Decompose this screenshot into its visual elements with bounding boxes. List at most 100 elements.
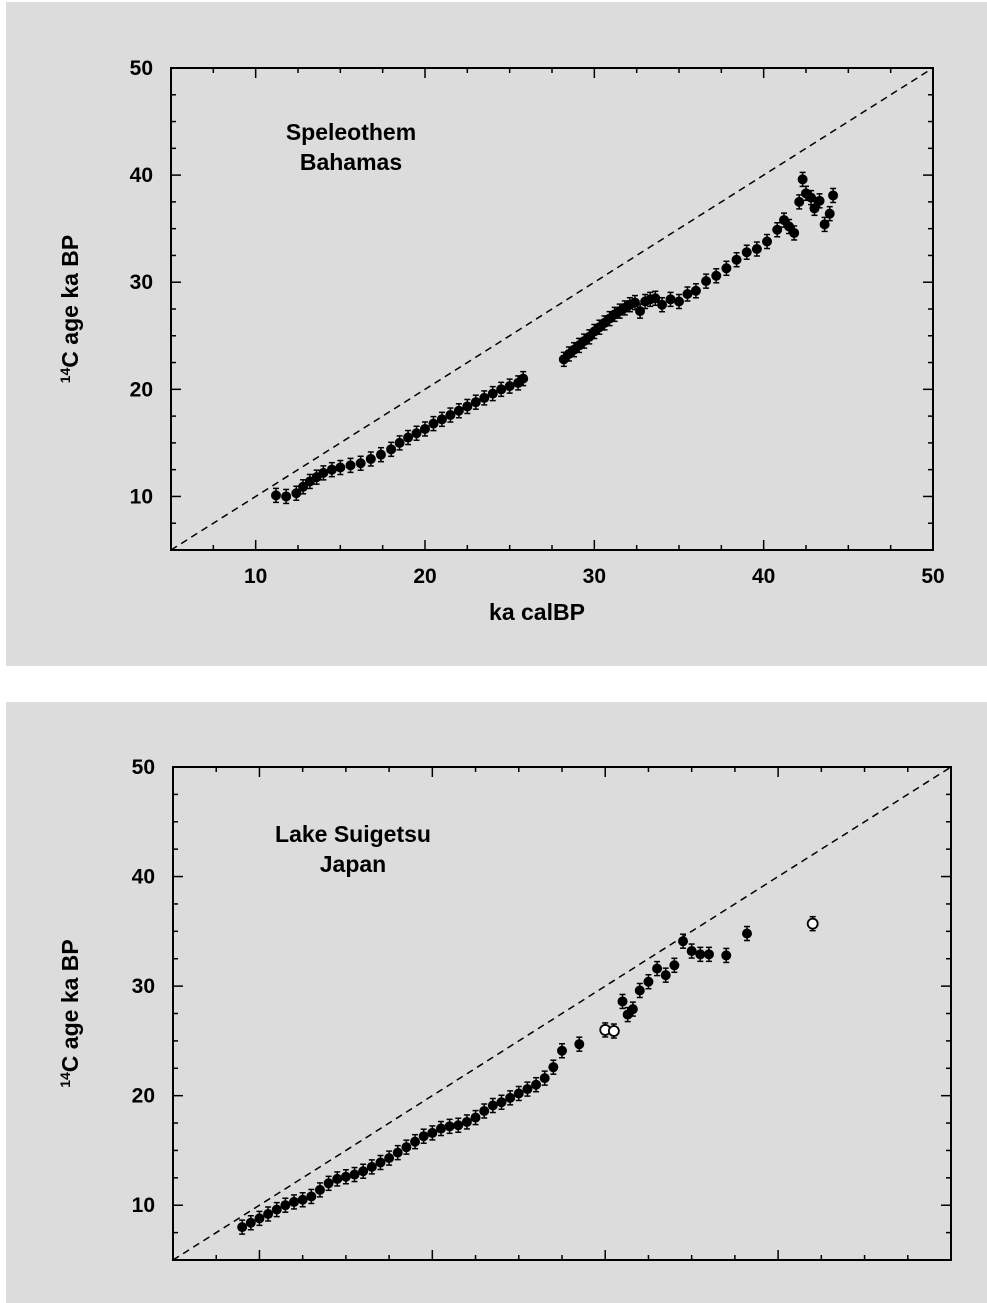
data-point bbox=[366, 1161, 377, 1172]
data-point bbox=[453, 405, 464, 416]
data-point bbox=[445, 410, 456, 421]
data-point bbox=[270, 490, 281, 501]
data-point bbox=[741, 247, 752, 258]
x-tick-label: 10 bbox=[244, 565, 267, 588]
y-axis-label: 14C age ka BP bbox=[57, 939, 83, 1088]
y-axis-label: 14C age ka BP bbox=[57, 235, 83, 384]
data-point bbox=[349, 1169, 360, 1180]
data-point bbox=[375, 449, 386, 460]
data-point bbox=[487, 1100, 498, 1111]
data-point bbox=[505, 1092, 516, 1103]
data-point bbox=[824, 208, 835, 219]
annotation-line: Japan bbox=[320, 851, 386, 877]
data-point bbox=[323, 1178, 334, 1189]
x-axis-label: ka calBP bbox=[489, 599, 585, 625]
data-point bbox=[695, 949, 706, 960]
annotation-line: Speleothem bbox=[286, 119, 416, 145]
data-point bbox=[627, 1004, 638, 1015]
data-point bbox=[711, 270, 722, 281]
y-tick-label: 30 bbox=[132, 975, 155, 998]
data-point bbox=[634, 985, 645, 996]
y-tick-label: 10 bbox=[132, 1194, 155, 1217]
data-point bbox=[298, 481, 309, 492]
data-point bbox=[401, 1142, 412, 1153]
data-point bbox=[289, 1196, 300, 1207]
data-point bbox=[665, 294, 676, 305]
annotation-line: Lake Suigetsu bbox=[275, 821, 431, 847]
y-tick-label: 20 bbox=[132, 1085, 155, 1108]
data-point bbox=[539, 1073, 550, 1084]
data-point-open bbox=[607, 1025, 620, 1037]
data-point bbox=[479, 392, 490, 403]
data-point bbox=[365, 453, 376, 464]
x-tick-label: 40 bbox=[752, 565, 775, 588]
data-point bbox=[703, 949, 714, 960]
data-point bbox=[280, 1200, 291, 1211]
y-axis-label-superscript: 14 bbox=[57, 367, 73, 383]
y-tick-label: 30 bbox=[130, 271, 153, 294]
data-point bbox=[794, 196, 805, 207]
data-point bbox=[436, 414, 447, 425]
data-point bbox=[420, 423, 430, 434]
data-point bbox=[806, 192, 817, 203]
data-point bbox=[496, 1097, 507, 1108]
data-point bbox=[789, 227, 800, 238]
reference-line-1to1 bbox=[171, 68, 933, 550]
data-point bbox=[686, 946, 697, 957]
x-tick-label: 30 bbox=[583, 565, 606, 588]
data-point bbox=[297, 1194, 308, 1205]
data-point bbox=[245, 1217, 256, 1228]
data-point bbox=[741, 928, 752, 939]
y-tick-label: 50 bbox=[130, 57, 153, 80]
data-point bbox=[814, 195, 825, 206]
data-point bbox=[674, 296, 684, 307]
data-point bbox=[721, 263, 732, 274]
y-tick-label: 40 bbox=[132, 866, 155, 889]
data-point bbox=[669, 960, 680, 971]
data-point bbox=[318, 467, 329, 478]
data-point bbox=[487, 388, 498, 399]
data-point bbox=[254, 1213, 265, 1224]
data-point bbox=[335, 462, 346, 473]
data-point bbox=[435, 1123, 446, 1134]
data-point bbox=[721, 950, 732, 961]
data-point bbox=[418, 1131, 429, 1142]
data-point bbox=[386, 444, 397, 455]
data-point bbox=[394, 437, 405, 448]
data-point bbox=[355, 458, 366, 469]
data-point bbox=[557, 1045, 567, 1056]
scatter-plot-suigetsu: 10 20 30 40 50 14C age ka BP Lake Suigetsu Japa… bbox=[57, 756, 952, 1261]
scatter-plot-speleothem: 10 20 30 40 50 10 20 30 40 50 ka calBP 14C age ka B… bbox=[57, 57, 945, 625]
data-point bbox=[410, 1136, 421, 1147]
data-point bbox=[682, 289, 693, 300]
x-tick-label: 50 bbox=[921, 565, 944, 588]
data-point bbox=[314, 1184, 325, 1195]
data-point-open bbox=[806, 917, 819, 930]
data-point bbox=[403, 432, 414, 443]
data-point bbox=[345, 460, 356, 471]
data-point bbox=[479, 1106, 490, 1117]
data-point bbox=[358, 1166, 369, 1177]
data-point bbox=[237, 1222, 248, 1233]
data-point bbox=[617, 996, 628, 1007]
data-point bbox=[428, 418, 439, 429]
data-point bbox=[629, 297, 640, 308]
data-point bbox=[548, 1062, 559, 1073]
data-point bbox=[574, 1039, 585, 1050]
annotation-line: Bahamas bbox=[300, 149, 402, 175]
y-axis-label-text: C age ka BP bbox=[57, 235, 83, 368]
data-point bbox=[453, 1120, 464, 1131]
data-point bbox=[340, 1171, 351, 1182]
x-tick-label: 20 bbox=[413, 565, 436, 588]
data-point bbox=[375, 1157, 386, 1168]
data-point bbox=[411, 428, 422, 439]
data-point bbox=[701, 276, 712, 287]
data-point bbox=[678, 936, 689, 947]
data-point bbox=[797, 174, 808, 185]
data-point bbox=[392, 1147, 403, 1158]
data-point bbox=[332, 1173, 343, 1184]
data-point bbox=[772, 224, 783, 235]
data-point bbox=[657, 299, 668, 310]
y-axis-label-superscript: 14 bbox=[57, 1072, 73, 1088]
data-point bbox=[461, 1116, 472, 1127]
